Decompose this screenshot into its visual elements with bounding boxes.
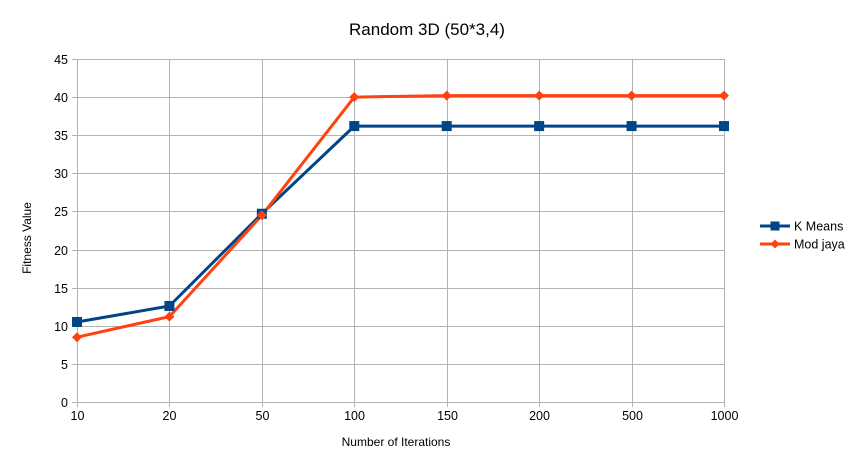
x-tick-label: 10: [71, 409, 85, 423]
y-tick-label: 10: [54, 320, 68, 334]
series-markers: [72, 90, 729, 343]
chart-title: Random 3D (50*3,4): [349, 20, 505, 39]
data-point-diamond: [164, 311, 175, 322]
x-tick-label: 200: [529, 409, 550, 423]
y-tick-label: 25: [54, 205, 68, 219]
gridlines: [77, 59, 725, 403]
y-tick-labels: 0 5 10 15 20 25 30 35 40 45: [54, 53, 68, 410]
x-axis-title: Number of Iterations: [342, 435, 451, 449]
y-tick-label: 0: [61, 396, 68, 410]
axes: [72, 59, 725, 407]
data-point-diamond: [441, 90, 452, 101]
data-point-diamond: [349, 92, 360, 103]
data-point-square: [349, 121, 360, 132]
data-point-square: [534, 121, 545, 132]
series-line-1: [76, 124, 724, 324]
data-point-diamond: [256, 210, 267, 221]
y-tick-label: 35: [54, 129, 68, 143]
y-tick-label: 45: [54, 53, 68, 67]
data-point-diamond: [626, 90, 637, 101]
x-tick-label: 50: [256, 409, 270, 423]
legend-marker-diamond: [770, 239, 780, 249]
series-lines: [76, 94, 724, 339]
data-point-square: [441, 121, 452, 132]
x-tick-labels: 10 20 50 100 150 200 500 1000: [71, 409, 739, 423]
data-point-square: [626, 121, 637, 132]
legend-label: K Means: [794, 220, 843, 234]
x-tick-label: 150: [437, 409, 458, 423]
x-tick-label: 20: [163, 409, 177, 423]
x-tick-label: 100: [344, 409, 365, 423]
legend-item: K Means: [760, 220, 843, 234]
data-point-square: [719, 121, 729, 132]
data-point-diamond: [534, 90, 545, 101]
legend: K Means Mod jaya: [760, 220, 845, 252]
data-point-diamond: [719, 90, 729, 101]
legend-label: Mod jaya: [794, 238, 845, 252]
series-line-2: [76, 94, 724, 339]
data-point-square: [72, 316, 82, 327]
legend-item: Mod jaya: [760, 238, 845, 252]
y-axis-title: Fitness Value: [20, 202, 34, 274]
data-point-diamond: [72, 332, 82, 343]
y-tick-label: 15: [54, 282, 68, 296]
y-tick-label: 30: [54, 167, 68, 181]
legend-marker-square: [770, 221, 780, 231]
x-tick-label: 500: [622, 409, 643, 423]
y-tick-label: 20: [54, 244, 68, 258]
data-point-square: [164, 300, 175, 311]
y-tick-label: 40: [54, 91, 68, 105]
y-tick-label: 5: [61, 358, 68, 372]
x-tick-label: 1000: [711, 409, 739, 423]
